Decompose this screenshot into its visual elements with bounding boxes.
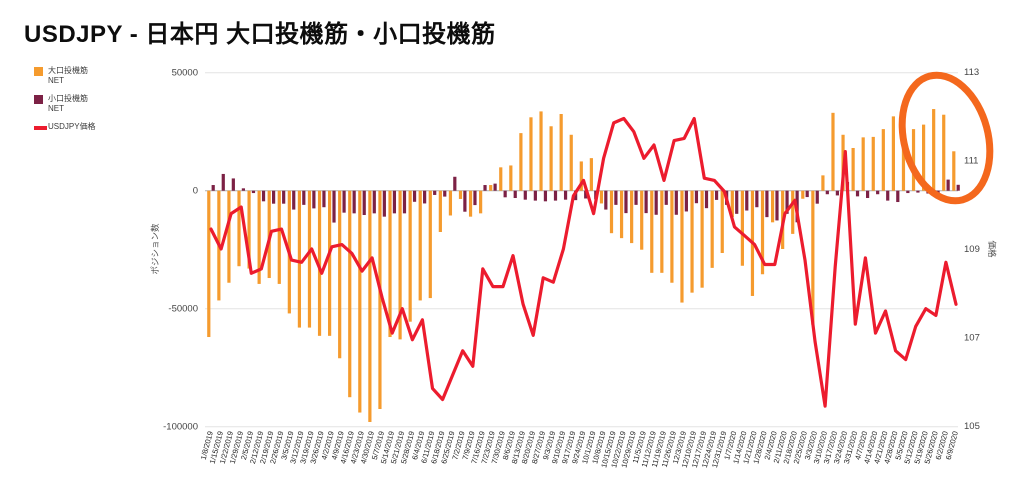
series-usdjpy-price-line: [209, 116, 958, 408]
small-spec-swatch-icon: [34, 95, 43, 104]
svg-text:107: 107: [964, 333, 980, 344]
svg-text:50000: 50000: [172, 68, 198, 79]
legend-label: USDJPY価格: [48, 122, 96, 131]
x-axis-date-labels: 1/8/20191/15/20191/22/20191/29/20192/5/2…: [199, 430, 960, 469]
svg-text:109: 109: [964, 244, 980, 255]
large-spec-swatch-icon: [34, 67, 43, 76]
legend-item-price: USDJPY価格: [34, 122, 100, 134]
annotation-ellipse: [898, 71, 994, 205]
chart-title: USDJPY - 日本円 大口投機筋・小口投機筋: [24, 21, 496, 48]
svg-text:111: 111: [964, 156, 978, 167]
legend-item-large-spec: 大口投機筋NET: [34, 66, 100, 85]
legend-label: 大口投機筋NET: [48, 66, 88, 85]
y-axis-right-labels: 113 111 109 107 105: [964, 67, 980, 432]
price-line-swatch-icon: [34, 126, 47, 130]
svg-text:-50000: -50000: [168, 304, 198, 315]
svg-text:-100000: -100000: [163, 422, 198, 433]
legend-label: 小口投機筋NET: [48, 94, 88, 113]
svg-text:113: 113: [964, 67, 979, 78]
svg-text:0: 0: [193, 186, 198, 197]
series-small-spec-bars: [211, 173, 960, 223]
y-axis-left-labels: 50000 0 -50000 -100000: [163, 68, 198, 433]
legend-item-small-spec: 小口投機筋NET: [34, 94, 100, 113]
series-large-spec-bars: [207, 109, 956, 422]
legend: 大口投機筋NET 小口投機筋NET USDJPY価格: [34, 66, 100, 143]
svg-text:105: 105: [964, 421, 980, 432]
